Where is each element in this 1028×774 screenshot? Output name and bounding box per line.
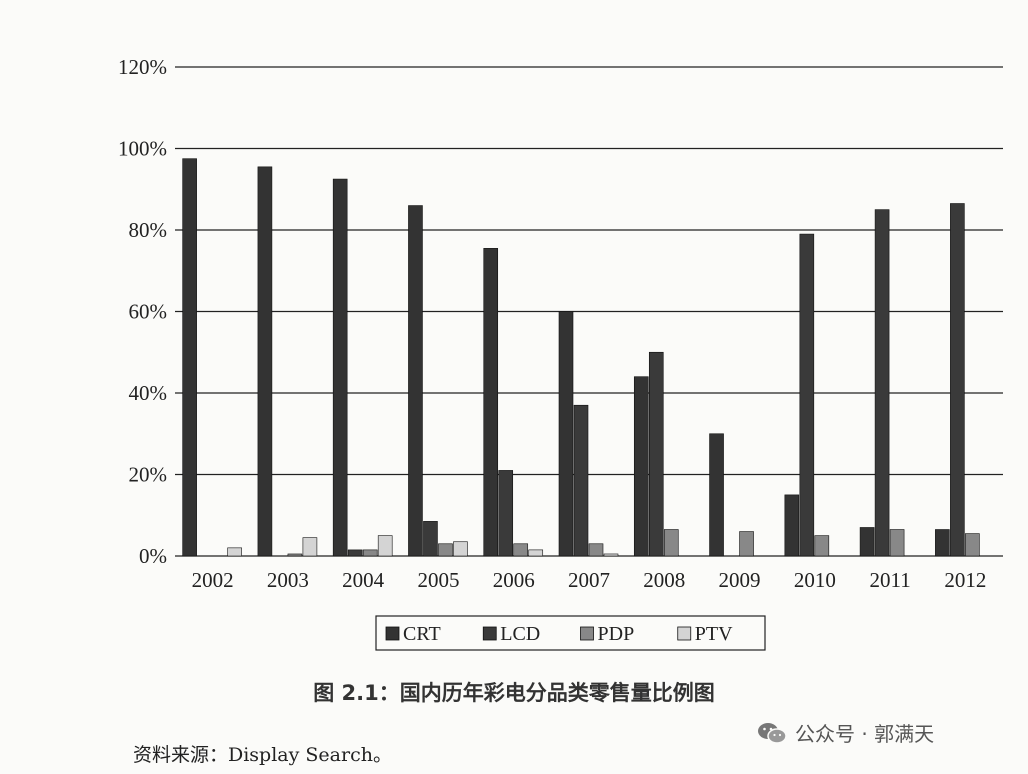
bars bbox=[182, 158, 980, 557]
bar-lcd-2005 bbox=[423, 521, 438, 557]
x-tick-label: 2004 bbox=[342, 568, 385, 592]
legend-label-crt: CRT bbox=[403, 623, 441, 645]
gridlines bbox=[175, 66, 1003, 557]
bar-pdp-2003 bbox=[287, 553, 303, 557]
bar-crt-2008 bbox=[633, 376, 649, 557]
bar-crt-2009 bbox=[709, 433, 724, 557]
bar-chart: 0%20%40%60%80%100%120% 2002 2003 2004 2005 2… bbox=[118, 55, 1003, 651]
bar-lcd-2004 bbox=[347, 549, 363, 557]
legend-swatch-lcd bbox=[482, 626, 497, 641]
bar-ptv-2003 bbox=[302, 537, 318, 557]
bar-lcd-2010 bbox=[799, 233, 815, 557]
legend: CRT LCD PDP PTV bbox=[375, 615, 766, 651]
bar-ptv-2005 bbox=[453, 541, 468, 557]
bar-pdp-2004 bbox=[362, 549, 378, 557]
bar-pdp-2009 bbox=[739, 531, 754, 557]
x-tick-label: 2006 bbox=[493, 568, 535, 592]
bar-crt-2010 bbox=[784, 494, 800, 557]
watermark: 公众号 · 郭满天 bbox=[757, 718, 934, 747]
x-tick-label: 2009 bbox=[719, 568, 761, 592]
bar-ptv-2006 bbox=[528, 549, 544, 557]
bar-crt-2004 bbox=[332, 178, 348, 557]
y-tick-label: 20% bbox=[129, 463, 168, 487]
legend-label-ptv: PTV bbox=[695, 623, 733, 645]
bar-lcd-2007 bbox=[573, 404, 589, 557]
x-tick-label: 2007 bbox=[568, 568, 610, 592]
bar-ptv-2002 bbox=[227, 547, 242, 557]
bar-lcd-2012 bbox=[950, 203, 965, 557]
bar-crt-2005 bbox=[408, 205, 423, 557]
bar-crt-2003 bbox=[257, 166, 273, 557]
wechat-icon bbox=[758, 722, 787, 744]
bar-pdp-2010 bbox=[814, 535, 830, 557]
legend-box bbox=[375, 615, 766, 651]
bar-lcd-2006 bbox=[498, 470, 514, 557]
bar-pdp-2012 bbox=[965, 533, 980, 557]
bar-crt-2011 bbox=[859, 527, 875, 557]
bar-crt-2006 bbox=[483, 248, 499, 557]
bar-pdp-2008 bbox=[663, 529, 679, 557]
y-tick-label: 120% bbox=[118, 55, 167, 79]
x-tick-label: 2005 bbox=[417, 568, 459, 592]
x-tick-label: 2008 bbox=[643, 568, 685, 592]
y-tick-label: 100% bbox=[118, 137, 167, 161]
bar-crt-2007 bbox=[558, 311, 574, 557]
y-tick-label: 80% bbox=[129, 218, 168, 242]
legend-swatch-ptv bbox=[677, 626, 692, 641]
legend-swatch-pdp bbox=[580, 626, 594, 641]
source-note: 资料来源：Display Search。 bbox=[133, 744, 392, 766]
y-tick-label: 0% bbox=[139, 544, 167, 568]
x-axis-ticks: 2002 2003 2004 2005 2006 2007 2008 2009 2010 2011… bbox=[192, 568, 987, 592]
legend-label-pdp: PDP bbox=[598, 623, 635, 645]
x-tick-label: 2010 bbox=[794, 568, 836, 592]
bar-pdp-2005 bbox=[438, 543, 453, 557]
figure-caption: 图 2.1：国内历年彩电分品类零售量比例图 bbox=[313, 681, 715, 705]
legend-swatch-crt bbox=[385, 626, 400, 641]
y-axis-ticks: 0% 20% 40% 60% 80% 100% 120% bbox=[118, 55, 167, 568]
bar-crt-2002 bbox=[182, 158, 197, 557]
x-tick-label: 2002 bbox=[192, 568, 234, 592]
y-tick-label: 60% bbox=[129, 300, 168, 324]
x-tick-label: 2012 bbox=[944, 568, 986, 592]
bar-pdp-2006 bbox=[513, 543, 529, 557]
bar-crt-2012 bbox=[935, 529, 950, 557]
bar-lcd-2011 bbox=[874, 209, 890, 557]
legend-label-lcd: LCD bbox=[500, 623, 540, 645]
x-tick-label: 2011 bbox=[869, 568, 910, 592]
bar-pdp-2007 bbox=[588, 543, 604, 557]
y-tick-label: 40% bbox=[129, 381, 168, 405]
bar-lcd-2008 bbox=[648, 351, 664, 557]
x-tick-label: 2003 bbox=[267, 568, 309, 592]
bar-ptv-2007 bbox=[603, 553, 619, 557]
watermark-text: 公众号 · 郭满天 bbox=[795, 722, 935, 746]
bar-pdp-2011 bbox=[889, 529, 905, 557]
bar-ptv-2004 bbox=[377, 535, 393, 557]
